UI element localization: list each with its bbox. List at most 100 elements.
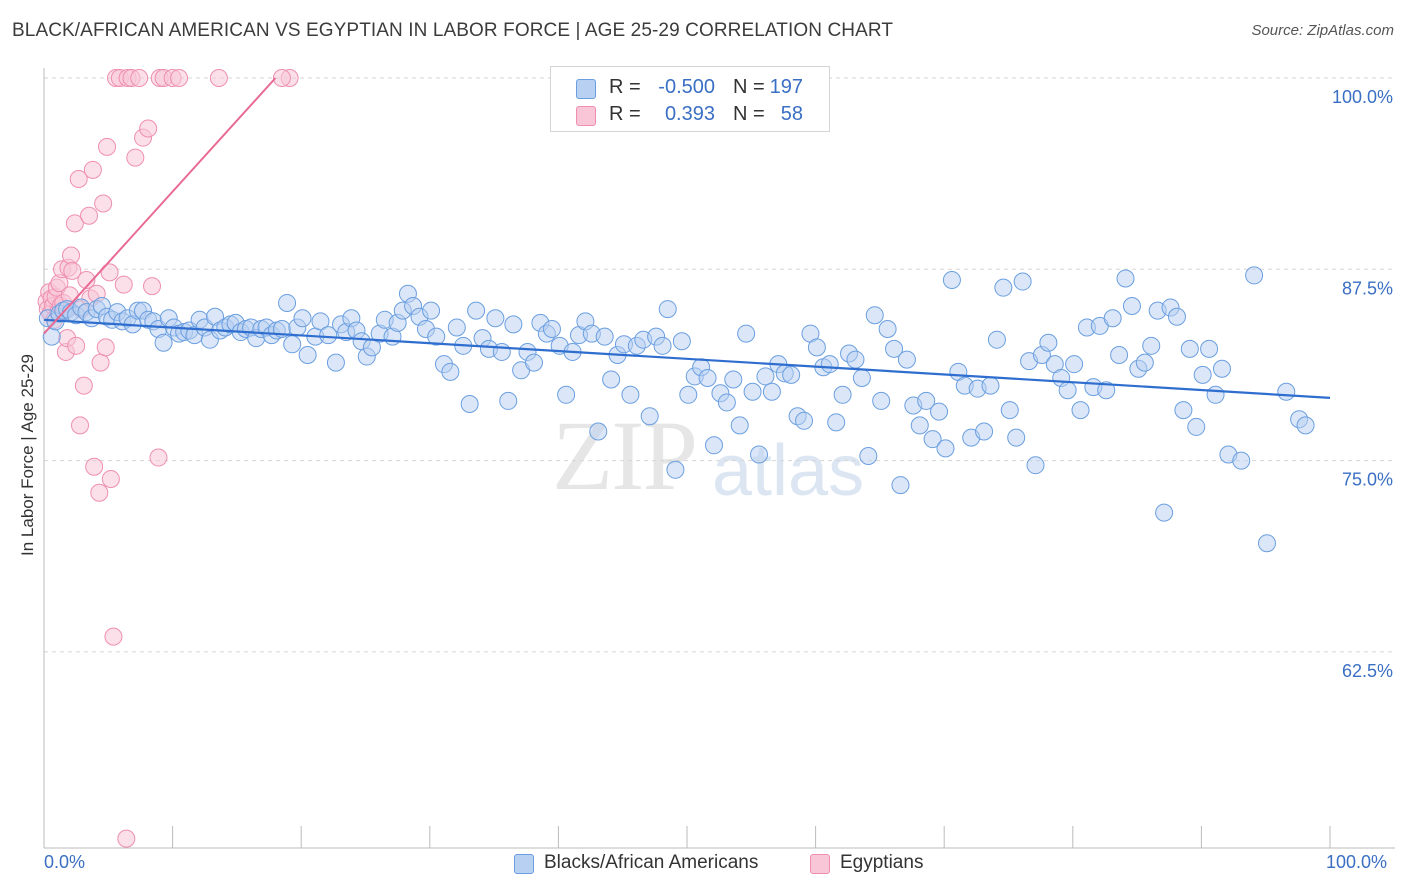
blacks-point (679, 385, 698, 404)
blacks-point (1187, 417, 1206, 436)
egyptians-point (85, 457, 104, 476)
blacks-point (557, 385, 576, 404)
blacks-point (730, 416, 749, 435)
y-tick-labels: 100.0% 87.5% 75.0% 62.5% (1332, 87, 1393, 681)
r-value: 0.393 (664, 103, 715, 125)
egyptians-point (71, 416, 90, 435)
blacks-point (154, 333, 173, 352)
blacks-point (833, 385, 852, 404)
blacks-point (1277, 382, 1296, 401)
blacks-point (311, 312, 330, 331)
blacks-point (705, 436, 724, 455)
egyptians-point (170, 69, 189, 87)
trend-lines (43, 77, 1331, 399)
blacks-point (1103, 309, 1122, 328)
egyptians-point (62, 246, 81, 265)
blacks-point (743, 382, 762, 401)
blacks-point (1245, 266, 1264, 285)
blacks-point (878, 319, 897, 338)
y-axis-label: In Labor Force | Age 25-29 (18, 354, 37, 556)
egyptians-point (80, 206, 99, 225)
blacks-point (885, 339, 904, 358)
blacks-point (994, 278, 1013, 297)
blacks-point (319, 326, 338, 345)
blacks-point (293, 309, 312, 328)
blacks-point (278, 293, 297, 312)
blacks-point (762, 382, 781, 401)
blacks-point (1026, 456, 1045, 475)
egyptians-point (272, 69, 291, 87)
source-label: Source: ZipAtlas.com (1251, 22, 1394, 39)
egyptians-point (143, 277, 162, 296)
egyptians-point (209, 69, 228, 87)
egyptians-point (65, 214, 84, 233)
blacks-point (441, 362, 460, 381)
blacks-point (981, 376, 1000, 395)
blacks-point (1071, 401, 1090, 420)
egyptians-trend-line (43, 77, 277, 335)
blacks-swatch (514, 854, 534, 874)
blacks-point (1232, 451, 1251, 470)
chart-title: BLACK/AFRICAN AMERICAN VS EGYPTIAN IN LA… (12, 20, 894, 41)
egyptians-point (83, 160, 102, 179)
blacks-point (1058, 381, 1077, 400)
blacks-point (891, 476, 910, 495)
blacks-point (1000, 401, 1019, 420)
blacks-point (467, 301, 486, 320)
blacks-point (460, 394, 479, 413)
blacks-point (717, 393, 736, 412)
blacks-point (1206, 385, 1225, 404)
egyptians-point (104, 627, 123, 646)
blacks-point (589, 422, 608, 441)
n-value: 197 (769, 76, 803, 98)
blacks-point (1007, 428, 1026, 447)
y-tick-label: 62.5% (1342, 661, 1393, 681)
blacks-point (859, 447, 878, 466)
blacks-point (852, 368, 871, 387)
watermark-zip: ZIP (552, 400, 698, 511)
egyptians-point (91, 353, 110, 372)
gridlines (44, 77, 1395, 653)
blacks-point (1167, 307, 1186, 326)
blacks-point (486, 309, 505, 328)
egyptians-point (139, 119, 158, 138)
egyptians-point (63, 261, 82, 280)
blacks-point (1193, 365, 1212, 384)
blacks-point (447, 318, 466, 337)
egyptians-point (98, 137, 117, 156)
blacks-point (1135, 353, 1154, 372)
blacks-point (427, 327, 446, 346)
blacks-point (1257, 534, 1276, 553)
blacks-point (602, 370, 621, 389)
r-value: -0.500 (658, 76, 715, 98)
blacks-point (492, 342, 511, 361)
blacks-point (672, 332, 691, 351)
egyptians-point (101, 469, 120, 488)
egyptians-point (90, 483, 109, 502)
blacks-point (807, 338, 826, 357)
egyptians-point (69, 170, 88, 189)
blacks-point (846, 350, 865, 369)
y-tick-label: 75.0% (1342, 470, 1393, 490)
blacks-point (1065, 355, 1084, 374)
blacks-point (1039, 333, 1058, 352)
blacks-point (872, 391, 891, 410)
egyptians-point (74, 376, 93, 395)
r-label: R = (609, 76, 641, 98)
egyptians-point (67, 336, 86, 355)
egyptians-point (96, 338, 115, 357)
blacks-point (756, 367, 775, 386)
blacks-point (698, 368, 717, 387)
blacks-point (1097, 381, 1116, 400)
blacks-point (1155, 503, 1174, 522)
blacks-point (987, 330, 1006, 349)
r-label: R = (609, 103, 641, 125)
blacks-point (865, 306, 884, 325)
blacks-point (1142, 336, 1161, 355)
blacks-point (1212, 359, 1231, 378)
blacks-point (1122, 297, 1141, 316)
blacks-point (724, 370, 743, 389)
correlation-legend: R = -0.500 N = 197 R = 0.393 N = 58 (550, 66, 830, 132)
egyptians-point (114, 275, 133, 294)
